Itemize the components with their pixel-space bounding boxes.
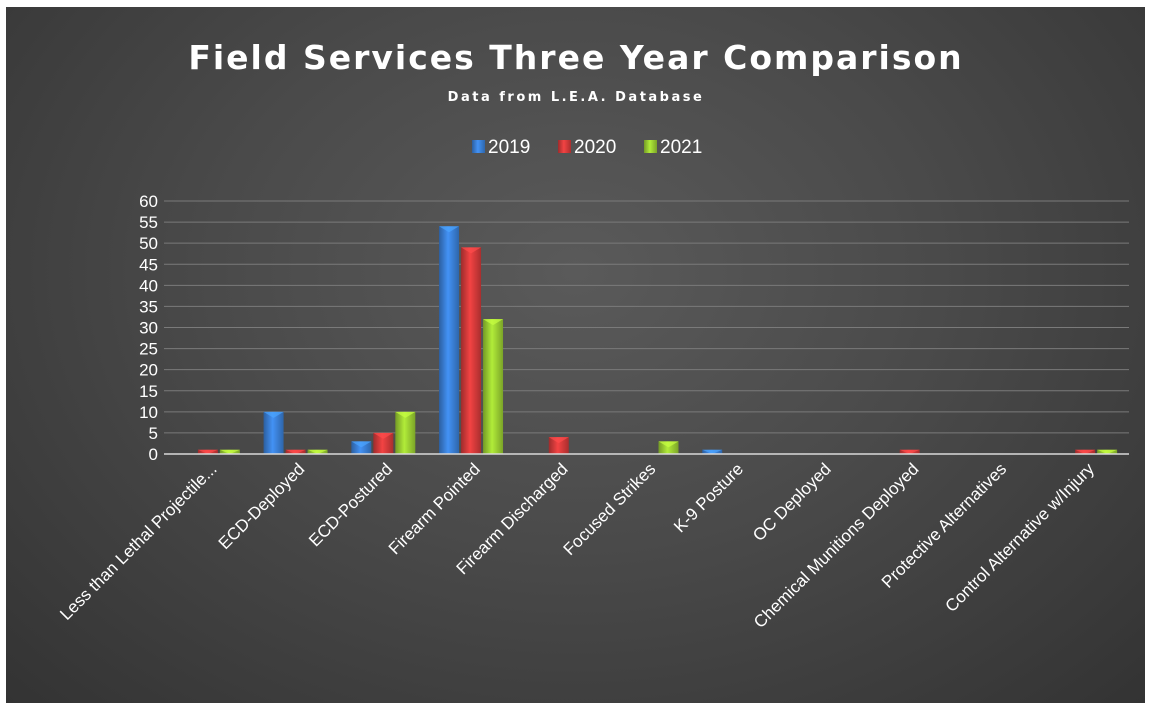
legend-swatch-2020	[558, 140, 571, 153]
bars	[197, 226, 1118, 454]
legend-label: 2021	[660, 137, 702, 158]
legend-swatch-2021	[644, 140, 657, 153]
chart-title: Field Services Three Year Comparison	[188, 38, 963, 77]
bar-cap-2019	[351, 441, 372, 448]
x-category-label: ECD-Deployed	[215, 459, 309, 553]
y-tick-label: 45	[139, 255, 158, 274]
y-tick-label: 60	[139, 192, 158, 211]
legend: 2019 2020 2021	[472, 137, 702, 158]
y-tick-label: 55	[139, 213, 158, 232]
bar-cap-2019	[439, 226, 460, 233]
x-category-label: Focused Strikes	[560, 459, 660, 559]
bar-2021	[395, 411, 416, 454]
x-category-label: ECD-Postured	[305, 459, 396, 550]
x-axis-labels: Less than Lethal Projectile...ECD-Deploy…	[56, 459, 1098, 632]
x-category-label: OC Deployed	[749, 459, 835, 545]
y-tick-label: 20	[139, 361, 158, 380]
bar-cap-2021	[1097, 449, 1118, 454]
bar-cap-2021	[395, 411, 416, 418]
bar-cap-2020	[197, 449, 218, 454]
bar-cap-2020	[1075, 449, 1096, 454]
chart-subtitle: Data from L.E.A. Database	[448, 90, 705, 105]
y-tick-label: 50	[139, 234, 158, 253]
bar-cap-2020	[461, 247, 482, 254]
bar-cap-2020	[548, 437, 569, 444]
bar-chart: Field Services Three Year Comparison Dat…	[56, 38, 1129, 632]
bar-cap-2021	[219, 449, 240, 454]
y-tick-label: 25	[139, 340, 158, 359]
y-tick-label: 5	[149, 424, 158, 443]
y-tick-label: 30	[139, 319, 158, 338]
bar-cap-2019	[702, 449, 723, 454]
x-category-label: Control Alternative w/Injury	[942, 459, 1099, 616]
bar-cap-2019	[263, 411, 284, 418]
gridlines	[164, 200, 1129, 434]
bar-2020	[373, 432, 394, 454]
y-tick-label: 15	[139, 382, 158, 401]
bar-2019	[351, 441, 372, 454]
bar-2021	[483, 319, 504, 454]
legend-swatch-2019	[472, 140, 485, 153]
bar-cap-2020	[373, 432, 394, 439]
chart-area: Field Services Three Year Comparison Dat…	[6, 7, 1145, 703]
bar-cap-2020	[285, 449, 306, 454]
x-category-label: K-9 Posture	[670, 459, 747, 536]
y-tick-label: 10	[139, 403, 158, 422]
legend-label: 2019	[488, 137, 530, 158]
y-tick-label: 35	[139, 297, 158, 316]
y-tick-label: 0	[149, 445, 158, 464]
bar-2019	[263, 411, 284, 454]
bar-cap-2021	[307, 449, 328, 454]
bar-2021	[658, 441, 679, 454]
bar-cap-2021	[658, 441, 679, 448]
x-category-label: Less than Lethal Projectile...	[56, 459, 220, 623]
bar-2020	[548, 437, 569, 454]
bar-cap-2021	[483, 319, 504, 326]
y-tick-label: 40	[139, 276, 158, 295]
y-axis-ticks: 0 5 10 15 20 25 30 35 40 45 50 55 60	[139, 192, 158, 464]
x-category-label: Firearm Pointed	[385, 459, 484, 558]
bar-2020	[461, 247, 482, 454]
x-category-label: Chemical Munitions Deployed	[750, 459, 922, 631]
bar-cap-2020	[899, 449, 920, 454]
legend-label: 2020	[574, 137, 616, 158]
bar-2019	[439, 226, 460, 454]
